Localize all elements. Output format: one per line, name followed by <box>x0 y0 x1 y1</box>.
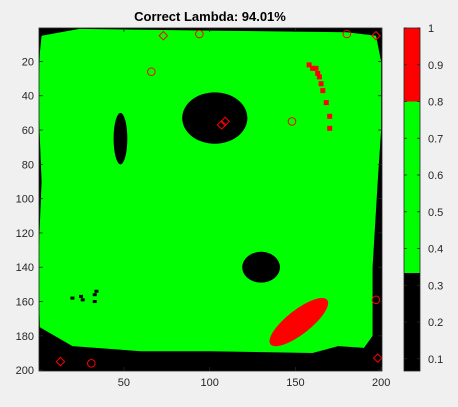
black-speckle <box>79 294 84 298</box>
y-axis: 20 40 60 80 100 120 140 160 180 200 <box>16 56 382 377</box>
black-speckle <box>70 296 75 300</box>
colorbar-tick-label: 0.4 <box>428 244 443 256</box>
diamond-marker <box>372 353 382 364</box>
colorbar-tick-label: 0.1 <box>428 354 443 366</box>
y-tick-label: 40 <box>22 91 34 103</box>
colorbar-tick-label: 1 <box>428 23 434 35</box>
circle-marker <box>342 29 352 39</box>
black-speckle <box>80 298 85 302</box>
chart-title: Correct Lambda: 94.01% <box>134 9 286 24</box>
colorbar-frame <box>403 27 421 372</box>
colorbar-tick-label: 0.2 <box>428 317 443 329</box>
colorbar-swatch <box>404 28 420 102</box>
y-tick-label: 160 <box>16 297 34 309</box>
black-hole-1 <box>182 92 248 144</box>
black-hole-3 <box>113 112 128 165</box>
colorbar: 0.1 0.2 0.3 0.4 0.5 0.6 0.7 0.8 0.9 1 <box>403 23 443 372</box>
colorbar-swatches <box>404 28 420 371</box>
red-speckle <box>318 81 324 87</box>
red-speckle <box>306 62 312 68</box>
colorbar-tick-label: 0.7 <box>428 133 443 145</box>
colorbar-tick-label: 0.9 <box>428 60 443 72</box>
plot-frame <box>38 27 383 372</box>
heatmap-layer <box>39 28 382 353</box>
y-tick-label: 200 <box>16 365 34 377</box>
x-tick-label: 200 <box>372 377 390 389</box>
black-speckle <box>94 289 99 293</box>
diamond-marker <box>158 30 169 41</box>
red-speckle <box>320 88 326 94</box>
y-tick-label: 20 <box>22 56 34 68</box>
colorbar-swatch <box>404 101 420 274</box>
circle-marker <box>87 358 96 368</box>
diamond-marker <box>55 356 66 367</box>
colorbar-tick-label: 0.5 <box>428 207 443 219</box>
green-region <box>39 28 382 353</box>
y-tick-label: 140 <box>16 262 34 274</box>
x-axis: 50 100 150 200 <box>118 28 390 389</box>
colorbar-tick-label: 0.3 <box>428 280 443 292</box>
red-speckle <box>327 113 333 119</box>
colorbar-tick-label: 0.8 <box>428 97 443 109</box>
colorbar-tick-label: 0.6 <box>428 170 443 182</box>
y-tick-label: 120 <box>16 228 34 240</box>
black-speckle <box>92 293 97 297</box>
red-speckle <box>313 65 319 71</box>
circle-marker <box>371 295 381 305</box>
x-tick-label: 50 <box>118 377 130 389</box>
black-speckle <box>92 300 97 304</box>
circle-marker <box>287 117 297 126</box>
marker-layer <box>55 29 382 368</box>
red-speckle <box>315 70 321 76</box>
x-tick-label: 150 <box>286 377 304 389</box>
y-tick-label: 100 <box>16 194 34 206</box>
red-speckle <box>316 74 322 80</box>
diamond-marker <box>216 119 227 130</box>
colorbar-ticks: 0.1 0.2 0.3 0.4 0.5 0.6 0.7 0.8 0.9 1 <box>404 23 443 366</box>
red-speckle <box>327 125 333 131</box>
diamond-marker <box>371 30 381 41</box>
diamond-marker <box>220 116 230 127</box>
red-region <box>269 298 329 347</box>
red-speckle <box>323 100 329 106</box>
y-tick-label: 60 <box>22 125 34 137</box>
y-tick-label: 80 <box>22 159 34 171</box>
red-speckle <box>310 65 316 71</box>
circle-marker <box>147 67 156 77</box>
circle-marker <box>195 29 204 39</box>
x-tick-label: 100 <box>200 377 218 389</box>
colorbar-swatch <box>404 273 420 371</box>
black-hole-2 <box>242 251 280 283</box>
heatmap-plot: 50 100 150 200 20 40 60 80 100 120 140 160 180 200 <box>16 27 390 389</box>
y-tick-label: 180 <box>16 331 34 343</box>
